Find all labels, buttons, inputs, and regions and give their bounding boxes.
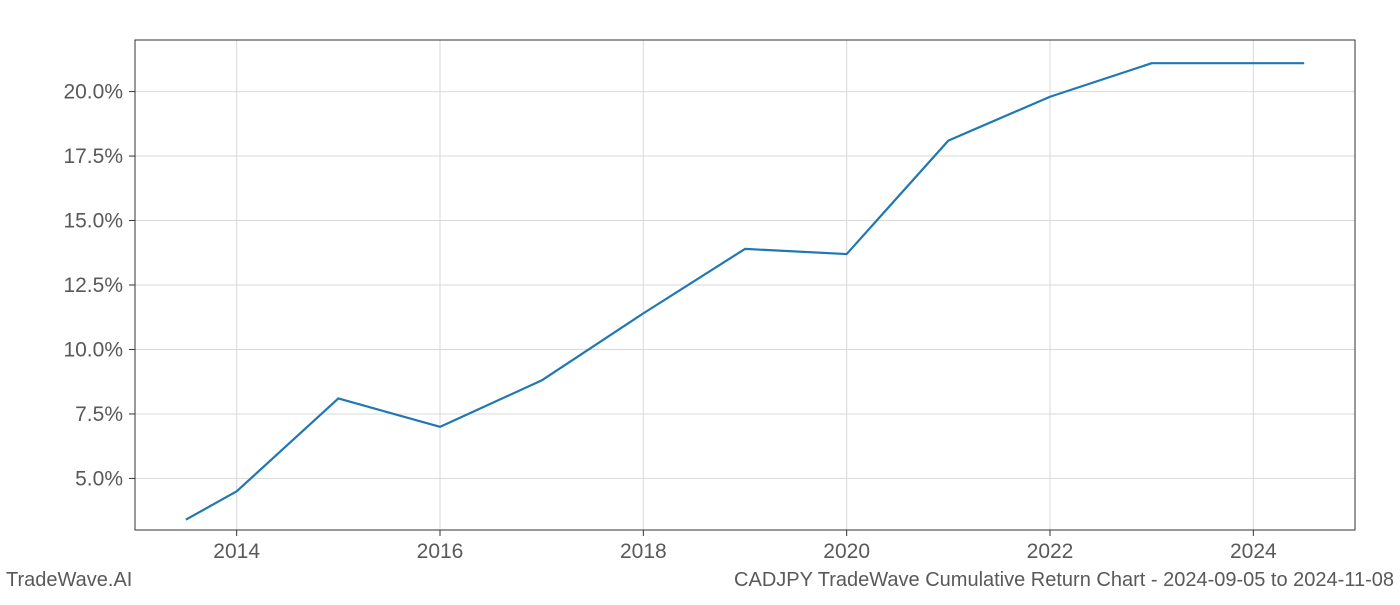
svg-text:15.0%: 15.0% [63,210,123,233]
chart-container: 2014 2016 2018 2020 2022 2024 5.0% 7.5% 10.0% 12.… [0,0,1400,600]
svg-text:2016: 2016 [417,540,464,563]
footer-caption: CADJPY TradeWave Cumulative Return Chart… [734,569,1394,592]
footer-brand: TradeWave.AI [6,569,132,592]
line-chart: 2014 2016 2018 2020 2022 2024 5.0% 7.5% 10.0% 12.… [0,0,1400,600]
svg-text:17.5%: 17.5% [63,145,123,168]
svg-text:5.0%: 5.0% [75,467,123,490]
svg-text:2022: 2022 [1027,540,1074,563]
svg-text:7.5%: 7.5% [75,403,123,426]
svg-text:10.0%: 10.0% [63,338,123,361]
svg-text:2020: 2020 [823,540,870,563]
svg-text:12.5%: 12.5% [63,274,123,297]
svg-text:2024: 2024 [1230,540,1277,563]
svg-text:2018: 2018 [620,540,667,563]
svg-text:20.0%: 20.0% [63,81,123,104]
svg-text:2014: 2014 [213,540,260,563]
